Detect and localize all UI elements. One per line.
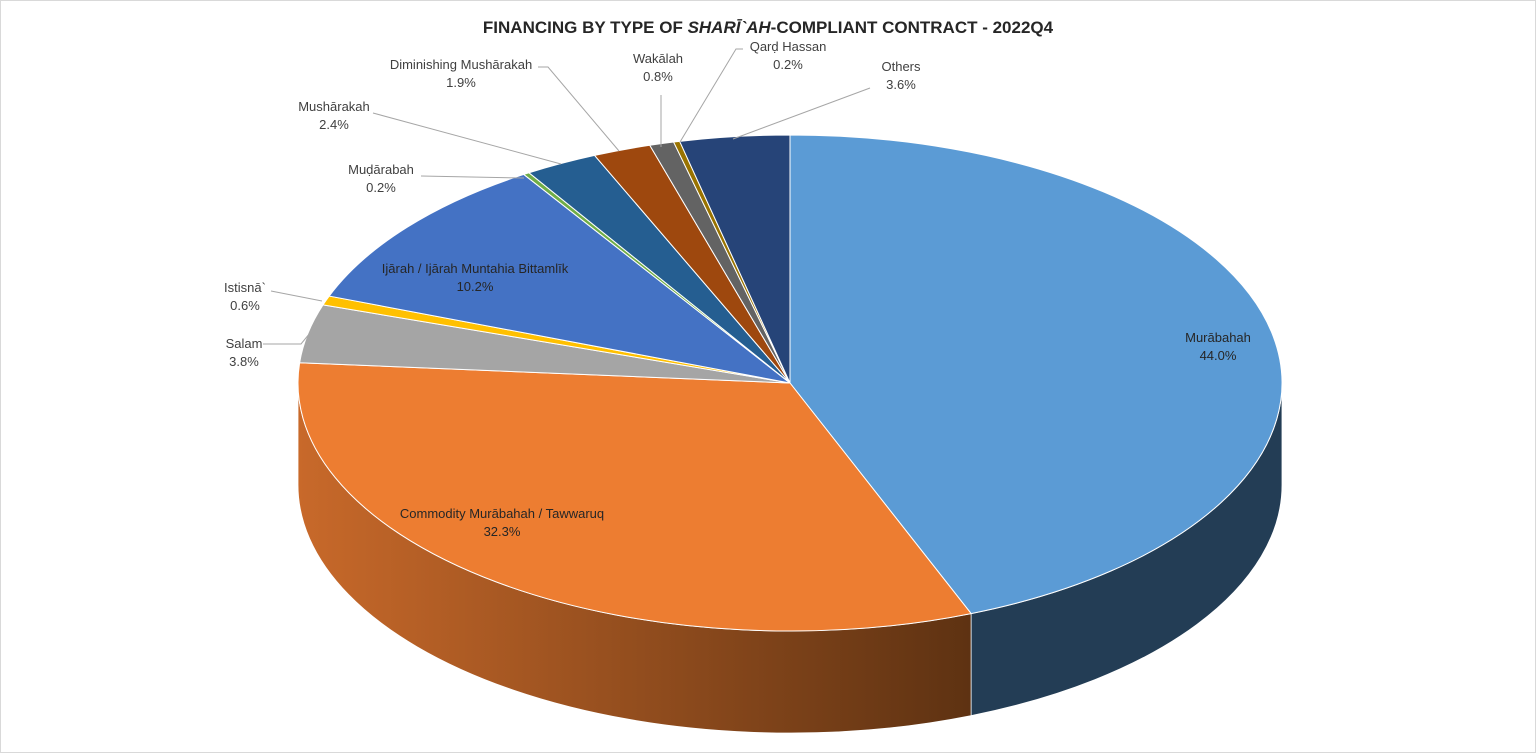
slice-value-mudarabah: 0.2% <box>366 180 396 195</box>
leader-line-istisna <box>270 290 323 302</box>
slice-value-murabahah: 44.0% <box>1200 348 1237 363</box>
slice-value-commodity-murabahah-tawwaruq: 32.3% <box>484 524 521 539</box>
leader-line-others <box>732 87 871 140</box>
slice-label-commodity-murabahah-tawwaruq: Commodity Murābahah / Tawwaruq <box>400 506 604 521</box>
slice-value-qard-hassan: 0.2% <box>773 57 803 72</box>
pie-top <box>297 134 1283 632</box>
leader-line-diminishing-musharakah <box>538 66 620 152</box>
slice-label-others: Others <box>881 59 921 74</box>
chart-title-emphasis: SHARĪ`AH <box>688 18 772 37</box>
slice-label-qard-hassan: Qarḍ Hassan <box>750 39 827 54</box>
slice-label-ijarah-ijarah-muntahia-bittamlik: Ijārah / Ijārah Muntahia Bittamlīk <box>382 261 569 276</box>
slice-label-wakalah: Wakālah <box>633 51 683 66</box>
leader-line-mudarabah <box>420 175 525 179</box>
leader-line-qard-hassan <box>679 48 743 143</box>
slice-label-murabahah: Murābahah <box>1185 330 1251 345</box>
slice-label-mudarabah: Muḍārabah <box>348 162 414 177</box>
chart-title-prefix: FINANCING BY TYPE OF <box>483 18 688 37</box>
slice-value-wakalah: 0.8% <box>643 69 673 84</box>
slice-label-salam: Salam <box>226 336 263 351</box>
pie-slice-commodity-murabahah-tawwaruq <box>297 362 973 632</box>
leader-lines <box>263 48 871 345</box>
pie-slice-others <box>678 134 791 384</box>
data-labels: Murābahah 44.0% Commodity Murābahah / Taww… <box>224 39 1251 539</box>
slice-label-musharakah: Mushārakah <box>298 99 370 114</box>
slice-label-istisna: Istisnā` <box>224 280 266 295</box>
slice-value-musharakah: 2.4% <box>319 117 349 132</box>
slice-value-istisna: 0.6% <box>230 298 260 313</box>
slice-value-others: 3.6% <box>886 77 916 92</box>
chart-title: FINANCING BY TYPE OF SHARĪ`AH-COMPLIANT … <box>483 18 1054 37</box>
slice-label-diminishing-musharakah: Diminishing Mushārakah <box>390 57 532 72</box>
leader-line-salam <box>263 321 320 345</box>
pie-slice-ijarah-ijarah-muntahia-bittamlik <box>328 173 791 384</box>
slice-value-diminishing-musharakah: 1.9% <box>446 75 476 90</box>
slice-value-ijarah-ijarah-muntahia-bittamlik: 10.2% <box>457 279 494 294</box>
chart-title-suffix: -COMPLIANT CONTRACT - 2022Q4 <box>771 18 1054 37</box>
leader-line-musharakah <box>372 112 562 165</box>
pie-slice-murabahah <box>789 134 1283 615</box>
slice-value-salam: 3.8% <box>229 354 259 369</box>
